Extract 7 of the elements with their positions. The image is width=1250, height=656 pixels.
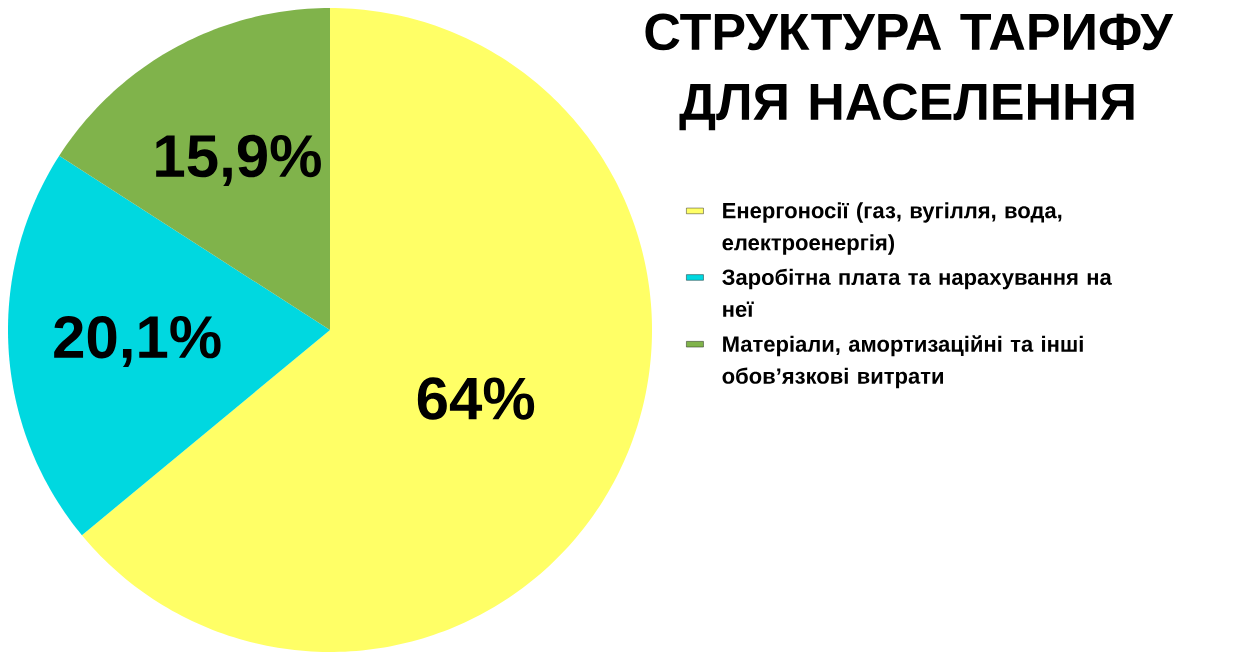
text: СТРУКТУРА ТАРИФУ ДЛЯ НАСЕЛЕННЯ [645, 13, 1174, 131]
data-label: 15,9% [156, 134, 321, 186]
data-label: 20,1% [54, 315, 221, 368]
data-label: 64% [417, 377, 535, 420]
legend-label: Матеріали, амортизаційні та інші обов’язкові витрати [722, 335, 1083, 389]
legend-label: Заробітна плата та нарахування на неї [722, 268, 1112, 317]
legend-label: Енергоносії (газ, вугілля, вода, електроенергія) [722, 202, 1062, 255]
